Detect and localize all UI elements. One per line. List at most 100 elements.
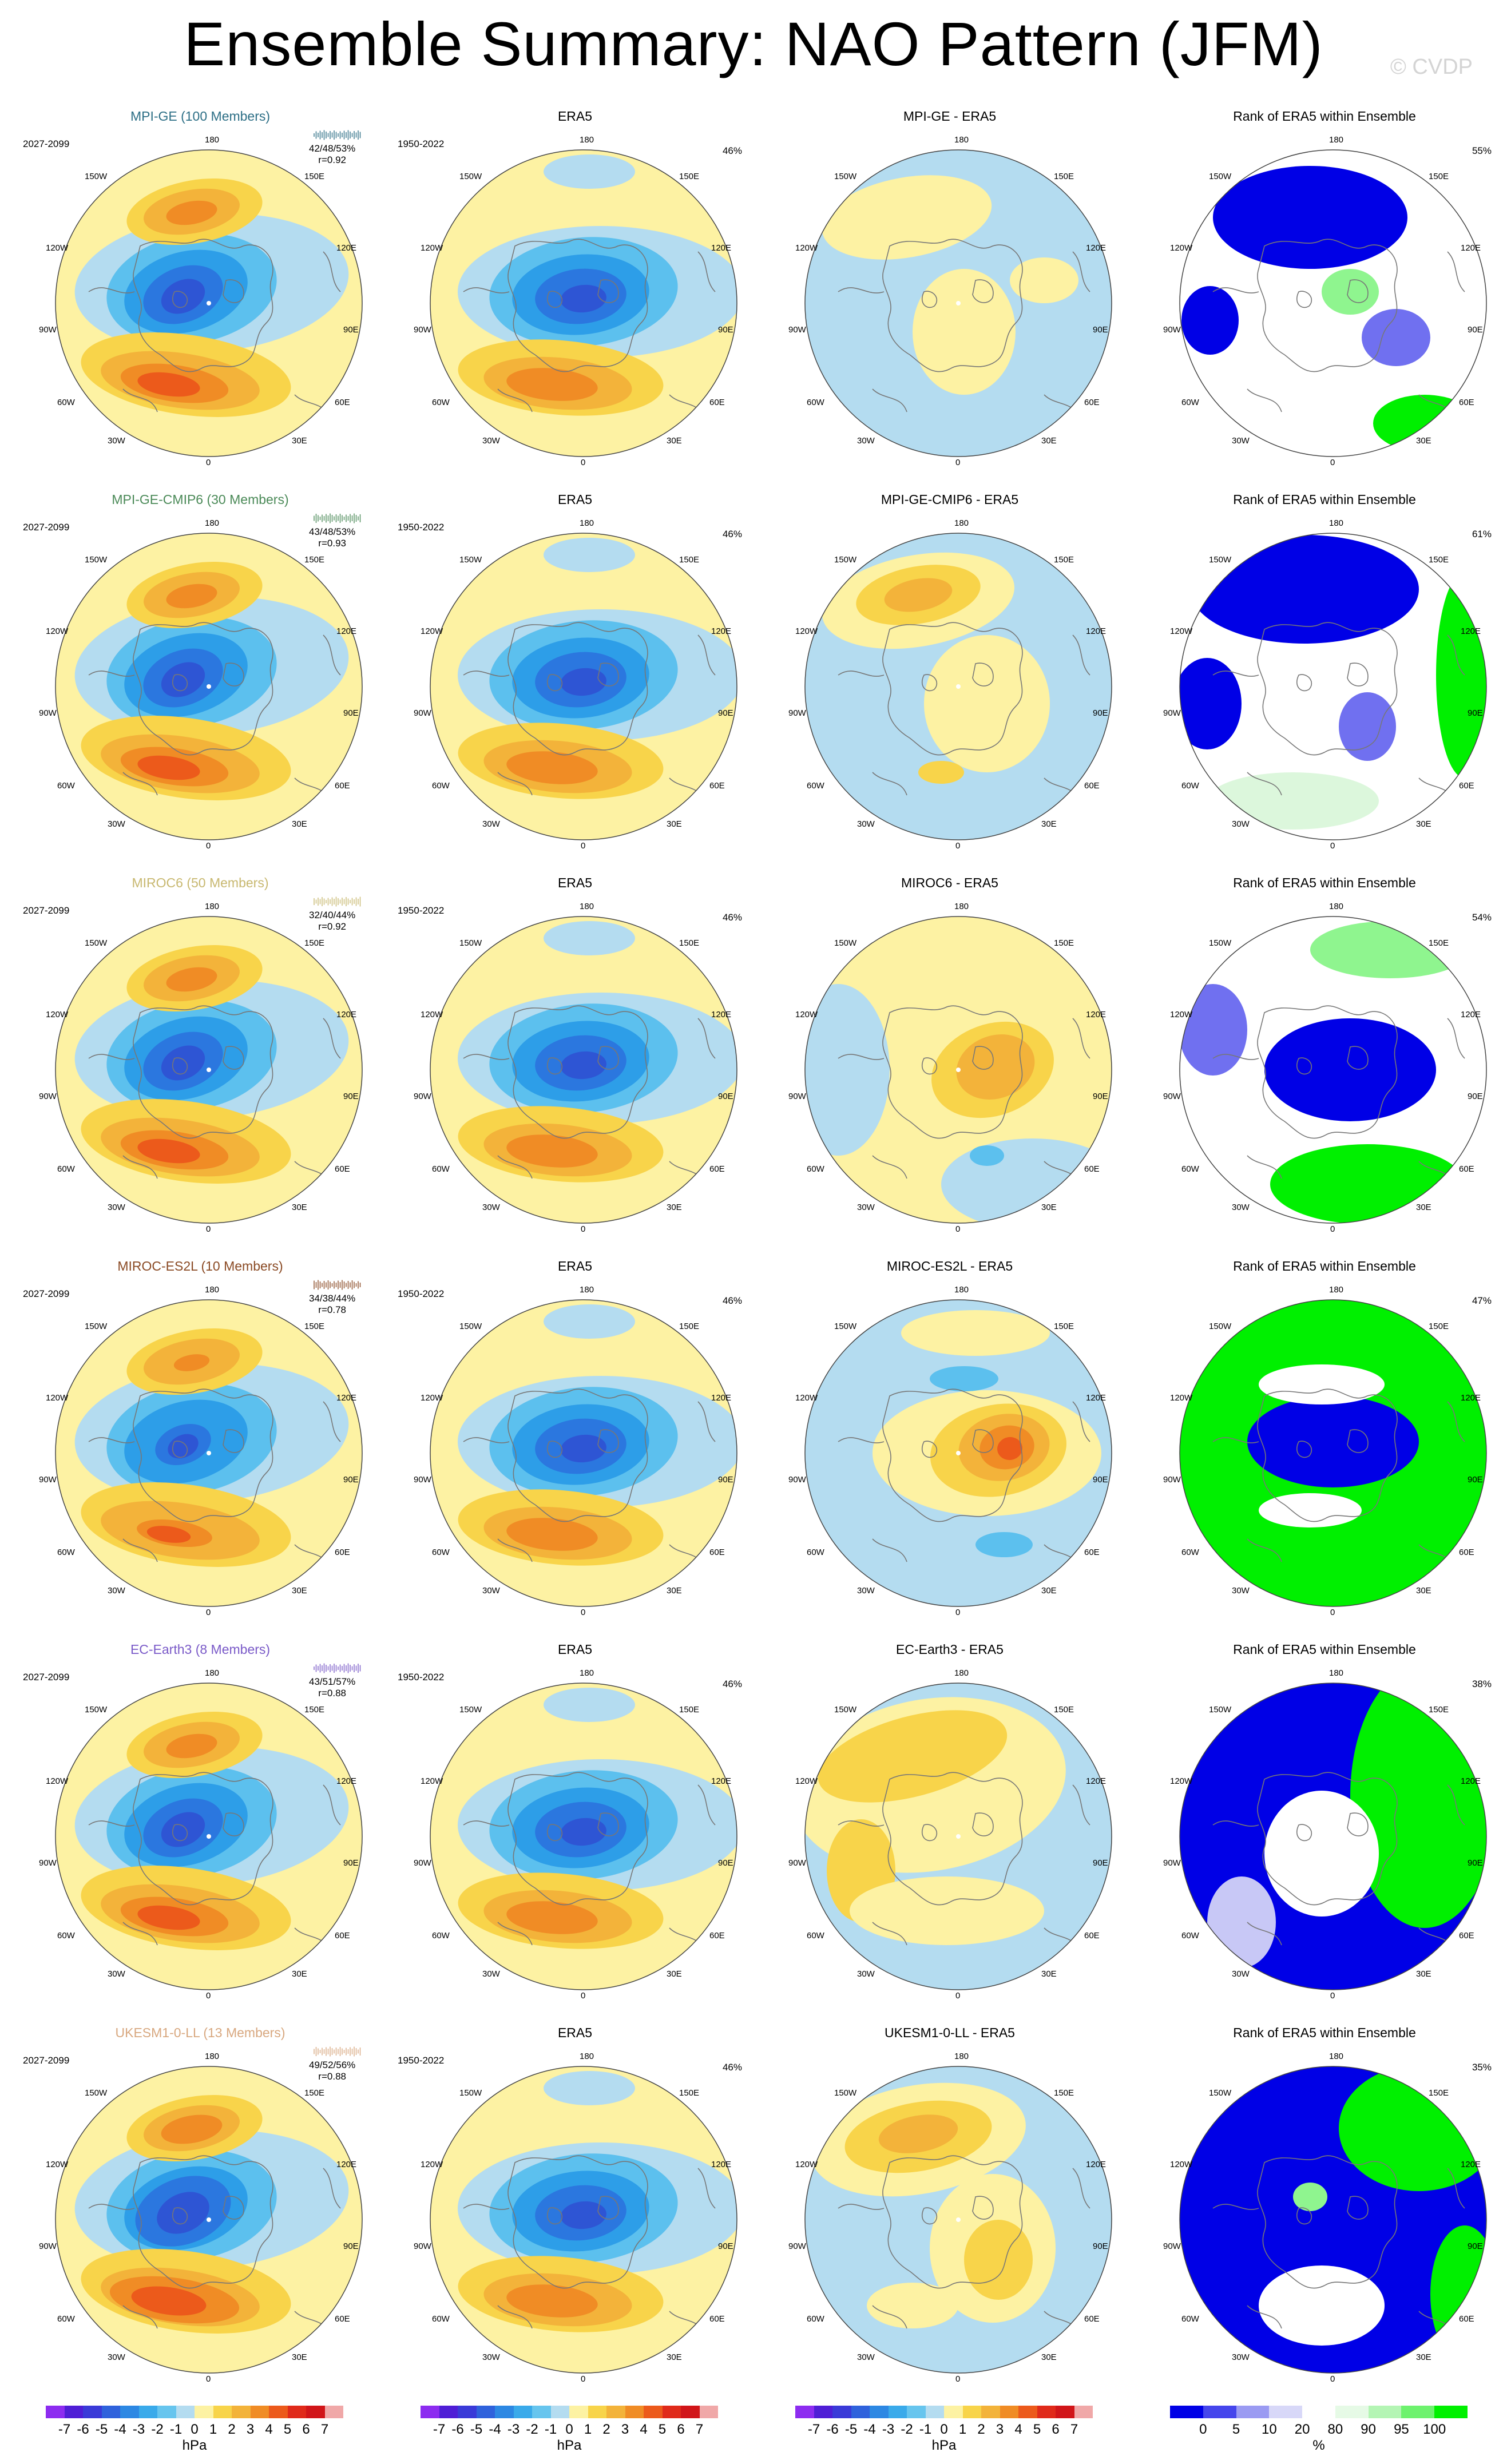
panel-title: MPI-GE (100 Members): [130, 109, 271, 124]
longitude-label: 90E: [1468, 2241, 1483, 2251]
longitude-label: 60W: [432, 1931, 450, 1941]
longitude-label: 90W: [788, 325, 806, 335]
longitude-label: 180: [205, 135, 220, 145]
longitude-label: 60E: [335, 2314, 350, 2324]
longitude-label: 0: [581, 2374, 586, 2384]
longitude-label: 120W: [421, 1393, 443, 1403]
rank-region: [1190, 535, 1419, 644]
model-map: [55, 1299, 363, 1607]
map-boundary: [1179, 1299, 1487, 1607]
model-panel: MIROC6 (50 Members) 2027-2099 32/40/44% r=0…: [23, 875, 378, 1253]
colorbar-tick-label: -6: [451, 2422, 464, 2437]
colorbar-swatch: [287, 2406, 306, 2418]
longitude-label: 120E: [1461, 1776, 1481, 1786]
coastline: [1212, 1401, 1465, 1568]
panel-title: MIROC6 - ERA5: [901, 875, 998, 890]
map-boundary: [430, 1299, 737, 1607]
longitude-label: 180: [580, 1668, 594, 1678]
anomaly-contour: [131, 2286, 207, 2316]
longitude-label: 60W: [57, 1931, 75, 1941]
longitude-label: 120W: [421, 1010, 443, 1019]
longitude-label: 150E: [1429, 1705, 1449, 1715]
anomaly-contour: [975, 1532, 1033, 1557]
longitude-label: 180: [1329, 518, 1344, 528]
longitude-label: 180: [954, 518, 969, 528]
rank-region: [1264, 1018, 1436, 1121]
longitude-label: 60E: [709, 1548, 725, 1557]
longitude-label: 180: [954, 135, 969, 145]
longitude-label: 90W: [414, 2241, 431, 2251]
longitude-label: 150E: [304, 1705, 325, 1715]
ensemble-stats: 42/48/53% r=0.92: [309, 143, 355, 166]
colorbar-swatch: [195, 2406, 213, 2418]
coastline: [1257, 1772, 1398, 1906]
longitude-label: 90W: [414, 325, 431, 335]
longitude-label: 120W: [46, 1776, 69, 1786]
longitude-label: 30W: [1232, 1586, 1250, 1596]
colorbar-tick-label: 5: [658, 2422, 667, 2437]
colorbar-tick-label: -6: [77, 2422, 89, 2437]
longitude-label: 120W: [46, 243, 69, 253]
longitude-label: 30E: [1041, 2352, 1057, 2362]
coastline: [463, 251, 716, 418]
rank-panel: Rank of ERA5 within Ensemble 38% 180 150E 12…: [1147, 1642, 1502, 2019]
longitude-label: 120W: [46, 1010, 69, 1019]
longitude-label: 180: [1329, 1285, 1344, 1295]
longitude-label: 90W: [1163, 1858, 1181, 1868]
longitude-label: 180: [1329, 2052, 1344, 2061]
longitude-label: 60E: [1459, 1548, 1474, 1557]
panel-title: Rank of ERA5 within Ensemble: [1233, 2025, 1416, 2040]
longitude-label: 120E: [1086, 626, 1107, 636]
ensemble-stats: 43/48/53% r=0.93: [309, 526, 355, 549]
colorbar-tick-label: -2: [151, 2422, 164, 2437]
longitude-label: 150E: [679, 938, 700, 948]
panel-title: EC-Earth3 - ERA5: [896, 1642, 1004, 1657]
longitude-label: 30E: [292, 436, 307, 446]
anomaly-contour: [166, 200, 217, 225]
map-boundary: [55, 149, 363, 457]
longitude-label: 150W: [85, 172, 108, 181]
longitude-label: 120E: [1086, 1776, 1107, 1786]
era5-panel: ERA5 1950-2022 46% 180 150E 120E 90E 60E 30E 0 30W…: [398, 492, 752, 870]
model-map: [55, 1683, 363, 1990]
colorbar-swatch: [176, 2406, 195, 2418]
rank-region: [1180, 658, 1242, 749]
longitude-label: 120E: [711, 1776, 732, 1786]
longitude-label: 150E: [1054, 1705, 1074, 1715]
pattern-correlation-label: r=0.92: [318, 921, 346, 932]
era5-panel: ERA5 1950-2022 46% 180 150E 120E 90E 60E 30E 0 30W…: [398, 2025, 752, 2403]
diff-panel: MIROC-ES2L - ERA5 180 150E 120E 90E 60E 30E 0 30…: [772, 1259, 1127, 1636]
colorbar-swatch: [324, 2406, 343, 2418]
colorbar-tick-label: 0: [1199, 2422, 1207, 2437]
pole-marker: [956, 1068, 961, 1072]
longitude-label: 120E: [336, 243, 357, 253]
colorbar-swatch: [681, 2406, 700, 2418]
pc-percent-label: 61%: [1472, 529, 1492, 539]
colorbar-tick-label: -7: [807, 2422, 820, 2437]
coastline: [133, 239, 273, 372]
coastline: [882, 622, 1023, 756]
anomaly-contour: [867, 2283, 958, 2328]
coastline: [507, 2155, 648, 2289]
hpa-colorbar: -7 -6 -5 -4 -3 -2 -1 0 1 2 3 4 5 6 7 hPa: [421, 2406, 718, 2454]
longitude-label: 30E: [292, 819, 307, 829]
longitude-label: 150W: [459, 555, 482, 565]
panel-title: UKESM1-0-LL - ERA5: [885, 2025, 1015, 2040]
longitude-label: 120W: [1170, 1010, 1193, 1019]
colorbar-unit: hPa: [557, 2438, 582, 2453]
anomaly-contour: [561, 1051, 606, 1080]
longitude-label: 60E: [1084, 1164, 1100, 1174]
longitude-label: 150E: [1429, 555, 1449, 565]
longitude-label: 90E: [1468, 1475, 1483, 1485]
longitude-label: 0: [955, 1991, 961, 2001]
pc-percent-label: 46%: [722, 1295, 742, 1306]
model-map: [55, 149, 363, 457]
longitude-label: 90W: [1163, 708, 1181, 718]
coastline: [507, 1772, 648, 1906]
longitude-label: 150E: [679, 172, 700, 181]
longitude-label: 30W: [482, 1969, 500, 1979]
colorbar-tick-label: 4: [265, 2422, 273, 2437]
page-title: Ensemble Summary: NAO Pattern (JFM): [184, 9, 1323, 78]
longitude-label: 0: [1330, 2374, 1335, 2384]
colorbar-swatch: [1018, 2406, 1037, 2418]
